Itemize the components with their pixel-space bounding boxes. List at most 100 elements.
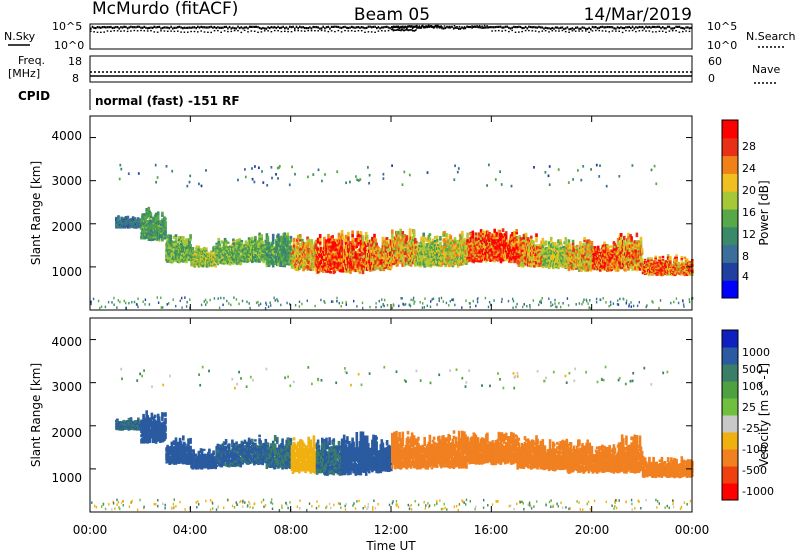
echo-cell [188, 240, 191, 244]
echo-cell [401, 231, 405, 235]
n-search-point [494, 30, 497, 32]
echo-cell [461, 230, 464, 235]
echo-cell [475, 256, 479, 259]
echo-cell [258, 238, 261, 242]
echo-cell [513, 248, 516, 252]
n-sky-point [498, 25, 500, 28]
echo-cell [164, 236, 167, 239]
echo-cell [167, 234, 170, 237]
n-sky-point [521, 27, 523, 30]
echo-cell [336, 268, 340, 271]
n-search-point [591, 30, 594, 32]
n-sky-point [166, 26, 169, 29]
echo-cell [382, 242, 386, 246]
n-sky-point [412, 25, 415, 28]
echo-cell [515, 254, 518, 258]
echo-cell [432, 257, 436, 260]
n-search-point [247, 31, 249, 33]
echo-cell [318, 234, 322, 239]
echo-cell [406, 247, 410, 250]
n-sky-point [561, 26, 564, 29]
n-sky-point [688, 27, 691, 30]
echo-cell [381, 236, 385, 241]
echo-cell [438, 264, 441, 268]
echo-cell [372, 251, 375, 255]
n-search-point [230, 30, 233, 33]
n-sky-point [344, 25, 346, 28]
n-search-point [595, 29, 597, 32]
n-search-point [190, 30, 192, 33]
echo-cell [474, 236, 478, 240]
echo-cell [490, 233, 493, 236]
echo-cell [428, 259, 432, 263]
echo-cell [513, 242, 516, 246]
echo-cell [240, 241, 244, 244]
echo-cell [292, 243, 296, 248]
echo-cell [286, 258, 290, 263]
n-search-point [240, 31, 243, 34]
echo-cell [431, 242, 435, 246]
n-sky-point [496, 25, 498, 28]
echo-cell [351, 236, 354, 241]
echo-cell [224, 245, 228, 248]
echo-cell [170, 249, 174, 253]
echo-cell [382, 240, 386, 244]
echo-cell [222, 249, 226, 253]
echo-cell [145, 212, 148, 215]
cpid-mode: normal (fast) -151 RF [95, 94, 240, 108]
echo-cell [499, 235, 503, 239]
echo-cell [420, 236, 423, 240]
echo-cell [164, 233, 167, 236]
echo-cell [323, 242, 326, 247]
echo-cell [244, 249, 248, 252]
echo-cell [288, 241, 292, 244]
n-search-point [534, 30, 537, 32]
echo-cell [336, 245, 340, 249]
echo-cell [238, 238, 241, 242]
echo-cell [206, 251, 209, 254]
n-search-point [598, 29, 600, 32]
echo-cell [363, 267, 367, 271]
echo-cell [367, 239, 370, 243]
n-sky-point [518, 25, 520, 28]
n-sky-point [362, 26, 365, 29]
n-sky-point [290, 26, 293, 29]
n-sky-point [165, 26, 167, 29]
n-sky-point [110, 25, 112, 29]
echo-cell [418, 257, 421, 260]
echo-cell [354, 264, 357, 269]
echo-cell [466, 235, 469, 240]
echo-cell [302, 255, 305, 258]
echo-cell [271, 263, 275, 268]
n-search-point [456, 26, 458, 28]
echo-cell [375, 242, 378, 246]
echo-cell [318, 240, 322, 245]
echo-cell [144, 218, 147, 221]
echo-cell [499, 260, 503, 264]
echo-cell [351, 230, 354, 235]
echo-cell [133, 217, 137, 219]
echo-cell [338, 251, 342, 255]
n-sky-point [651, 25, 654, 28]
n-sky-point [440, 25, 442, 28]
n-sky-point [503, 26, 505, 29]
echo-cell [441, 254, 444, 257]
echo-cell [279, 264, 282, 267]
echo-cell [425, 243, 429, 246]
echo-cell [345, 238, 348, 242]
echo-cell [392, 235, 395, 239]
n-sky-point [337, 25, 340, 29]
echo-cell [214, 265, 217, 268]
echo-cell [358, 270, 362, 274]
echo-cell [462, 252, 465, 255]
echo-cell [296, 251, 300, 255]
echo-cell [475, 255, 479, 257]
echo-cell [311, 268, 315, 271]
n-search-point [334, 30, 336, 33]
echo-cell [203, 251, 207, 254]
echo-cell [262, 259, 265, 262]
n-sky-point [430, 25, 432, 28]
n-search-point [638, 30, 641, 32]
echo-cell [431, 249, 435, 253]
echo-cell [542, 247, 546, 250]
